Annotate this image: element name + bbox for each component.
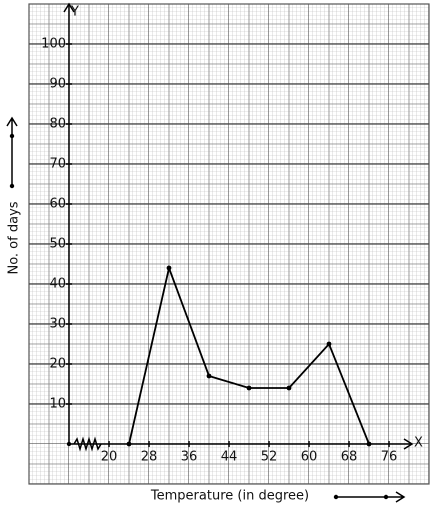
point — [246, 385, 252, 391]
y-arrow — [63, 2, 75, 13]
origin-dot — [66, 441, 72, 447]
y-axis-label: No. of days — [7, 201, 22, 274]
decor-arrows — [6, 116, 406, 503]
point — [166, 265, 172, 271]
y-tick-label: 30 — [49, 317, 66, 332]
y-tick-label: 100 — [41, 37, 66, 52]
y-tick-label: 50 — [49, 237, 66, 252]
y-tick-label: 70 — [49, 157, 66, 172]
x-tick-label: 52 — [261, 450, 278, 465]
y-tick-label: 10 — [49, 397, 66, 412]
y-tick-label: 90 — [49, 77, 66, 92]
x-tick-label: 44 — [221, 450, 238, 465]
x-tick-label: 36 — [181, 450, 198, 465]
y-axis-name: Y — [70, 5, 79, 20]
y-tick-label: 60 — [49, 197, 66, 212]
point — [286, 385, 292, 391]
y-tick-label: 20 — [49, 357, 66, 372]
y-tick-label: 80 — [49, 117, 66, 132]
decor-dot — [383, 494, 389, 500]
axis-break — [73, 436, 102, 452]
x-tick-label: 20 — [101, 450, 118, 465]
point — [326, 341, 332, 347]
x-axis-name: X — [414, 436, 423, 451]
point — [206, 373, 212, 379]
x-tick-label: 28 — [141, 450, 158, 465]
y-tick-label: 40 — [49, 277, 66, 292]
x-tick-label: 60 — [301, 450, 318, 465]
decor-dot — [9, 183, 15, 189]
point — [126, 441, 132, 447]
point — [366, 441, 372, 447]
x-tick-label: 76 — [381, 450, 398, 465]
x-tick-label: 68 — [341, 450, 358, 465]
x-axis-label: Temperature (in degree) — [150, 489, 309, 504]
x-arrow — [403, 438, 414, 450]
decor-dot — [333, 494, 339, 500]
decor-dot — [9, 133, 15, 139]
